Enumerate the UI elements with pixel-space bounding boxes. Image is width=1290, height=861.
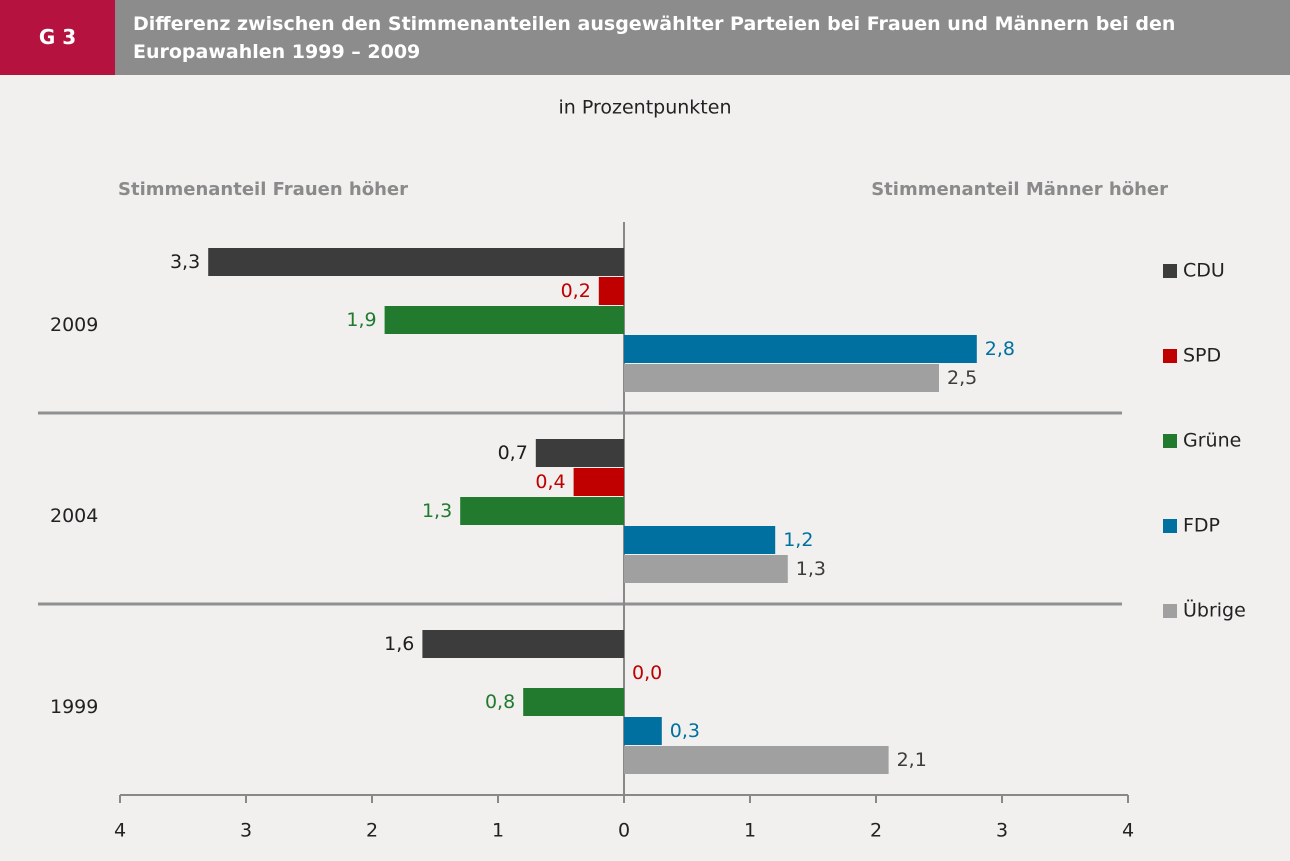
data-label: 2,1 [897, 749, 927, 771]
data-label: 0,3 [670, 720, 700, 742]
legend-swatch [1163, 349, 1177, 363]
bar [573, 468, 624, 496]
legend-swatch [1163, 264, 1177, 278]
bar [460, 497, 624, 525]
data-label: 0,8 [485, 691, 515, 713]
legend-label: FDP [1183, 515, 1220, 537]
bar [384, 306, 624, 334]
legend-label: Übrige [1183, 599, 1246, 622]
data-label: 0,2 [561, 280, 591, 302]
category-label: 2009 [50, 314, 98, 336]
category-label: 1999 [50, 696, 98, 718]
data-label: 0,7 [498, 442, 528, 464]
legend-swatch [1163, 519, 1177, 533]
bar [624, 555, 788, 583]
x-tick-label: 4 [114, 820, 126, 842]
bar [523, 688, 624, 716]
x-tick-label: 0 [618, 820, 630, 842]
legend-label: Grüne [1183, 430, 1241, 452]
badge: G 3 [0, 0, 115, 75]
bar [208, 248, 624, 276]
category-label: 2004 [50, 505, 98, 527]
data-label: 3,3 [170, 251, 200, 273]
x-tick-label: 1 [744, 820, 756, 842]
bar [624, 746, 889, 774]
data-label: 2,8 [985, 338, 1015, 360]
x-tick-label: 1 [492, 820, 504, 842]
x-tick-label: 3 [996, 820, 1008, 842]
data-label: 0,0 [632, 662, 662, 684]
bar [535, 439, 624, 467]
header: G 3 Differenz zwischen den Stimmenanteil… [0, 0, 1290, 75]
legend-label: SPD [1183, 345, 1221, 367]
x-tick-label: 2 [870, 820, 882, 842]
left-label: Stimmenanteil Frauen höher [118, 179, 408, 200]
bar [422, 630, 624, 658]
data-label: 2,5 [947, 367, 977, 389]
subtitle: in Prozentpunkten [559, 97, 732, 119]
data-label: 1,6 [384, 633, 414, 655]
legend-swatch [1163, 434, 1177, 448]
bar [624, 717, 662, 745]
right-label: Stimmenanteil Männer höher [871, 179, 1168, 200]
chart-title: Differenz zwischen den Stimmenanteilen a… [133, 13, 1176, 63]
data-label: 1,3 [796, 558, 826, 580]
x-tick-label: 4 [1122, 820, 1134, 842]
bar [624, 335, 977, 363]
data-label: 0,4 [535, 471, 565, 493]
x-tick-label: 2 [366, 820, 378, 842]
bar [624, 364, 939, 392]
legend-swatch [1163, 604, 1177, 618]
legend-label: CDU [1183, 260, 1225, 282]
data-label: 1,3 [422, 500, 452, 522]
bar [598, 277, 624, 305]
x-tick-label: 3 [240, 820, 252, 842]
data-label: 1,2 [783, 529, 813, 551]
bar [624, 526, 776, 554]
data-label: 1,9 [346, 309, 376, 331]
